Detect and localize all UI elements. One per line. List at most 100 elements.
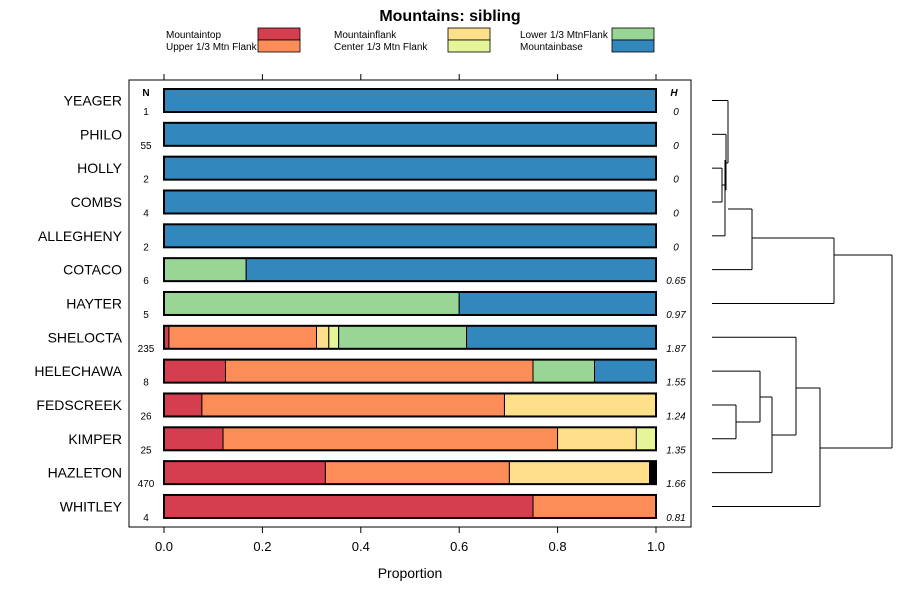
n-value: 2 [143,175,149,186]
bar-outline [163,290,657,316]
n-value: 4 [143,513,149,524]
legend-swatch [447,39,491,53]
row-label: HAZLETON [48,465,122,481]
n-value: 2 [143,242,149,253]
n-value: 235 [138,344,155,355]
legend-label: Lower 1/3 MtnFlank [520,30,609,41]
h-value: 0.81 [666,513,685,524]
bar-segment [163,257,247,282]
n-value: 55 [140,141,152,152]
h-value: 0 [673,208,679,219]
bar-segment [458,291,657,316]
row-label: ALLEGHENY [38,228,123,244]
n-value: 470 [138,479,155,490]
bar-outline [163,392,657,418]
bar-segment [163,460,326,485]
bar-segment [168,325,318,350]
bar-segment [532,494,657,519]
row-label: COTACO [63,262,122,278]
row-label: SHELOCTA [48,329,123,345]
legend-swatch [611,39,655,53]
x-tick-label: 0.0 [155,539,173,554]
h-column-header: H [670,88,678,99]
x-axis-title: Proportion [378,565,443,581]
h-value: 1.35 [666,445,686,456]
chart-title: Mountains: sibling [379,8,520,25]
h-value: 0.97 [666,310,686,321]
bar-rows: YEAGER 1 0 PHILO 55 0 HOLLY 2 0 COMBS 4 0 ALLEGHENY 2… [34,88,686,524]
bar-segment [201,392,505,417]
plot-frame [128,79,692,528]
bar-segment [163,494,534,519]
bar-segment [163,88,657,113]
row-label: FEDSCREEK [36,397,122,413]
bar-segment [163,223,657,248]
row-label: HOLLY [77,160,123,176]
n-column-header: N [142,88,149,99]
row-label: YEAGER [64,93,122,109]
bar-outline [163,324,657,350]
legend-label: Mountainflank [334,30,397,41]
h-value: 0 [673,107,679,118]
h-value: 0.65 [666,276,686,287]
bar-segment [635,426,657,451]
row-label: WHITLEY [60,498,123,514]
row-label: HAYTER [66,295,122,311]
legend-swatch [257,39,301,53]
legend-label: Upper 1/3 Mtn Flank [166,42,258,53]
legend-label: Mountaintop [166,30,221,41]
dendrogram [712,100,893,507]
legend-swatch [257,27,301,41]
bar-segment [328,325,340,350]
h-value: 0 [673,175,679,186]
h-value: 1.55 [666,378,686,389]
bar-outline [163,257,657,283]
bar-segment [532,359,595,384]
bar-segment [163,291,460,316]
bar-outline [163,460,657,486]
bar-segment [557,426,637,451]
h-value: 1.66 [666,479,686,490]
h-value: 1.24 [666,411,686,422]
bar-segment [163,359,226,384]
bar-segment [594,359,657,384]
h-value: 0 [673,242,679,253]
bar-outline [163,121,657,147]
bar-segment [508,460,651,485]
n-value: 8 [143,378,149,389]
h-value: 0 [673,141,679,152]
bar-segment [316,325,330,350]
row-label: PHILO [80,126,122,142]
x-tick-label: 0.2 [253,539,271,554]
x-tick-label: 0.6 [450,539,468,554]
n-value: 25 [140,445,152,456]
bar-segment [222,426,559,451]
bar-outline [163,189,657,215]
bar-segment [466,325,657,350]
bar-segment [225,359,534,384]
x-axis: 0.0 0.2 0.4 0.6 0.8 1.0 [155,74,665,554]
legend-swatch [447,27,491,41]
legend-label: Center 1/3 Mtn Flank [334,42,428,53]
row-label: KIMPER [68,431,122,447]
bar-outline [163,88,657,113]
bar-segment [324,460,510,485]
bar-segment [163,426,224,451]
x-tick-label: 0.8 [549,539,567,554]
n-value: 4 [143,208,149,219]
bar-segment [245,257,657,282]
n-value: 1 [143,107,149,118]
bar-outline [163,155,657,181]
bar-outline [163,223,657,249]
bar-outline [163,426,657,452]
x-tick-label: 0.4 [352,539,370,554]
bar-outline [163,493,657,519]
row-label: HELECHAWA [34,363,122,379]
bar-segment [163,156,657,181]
bar-segment [163,392,203,417]
n-value: 5 [143,310,149,321]
legend-label: Mountainbase [520,42,583,53]
